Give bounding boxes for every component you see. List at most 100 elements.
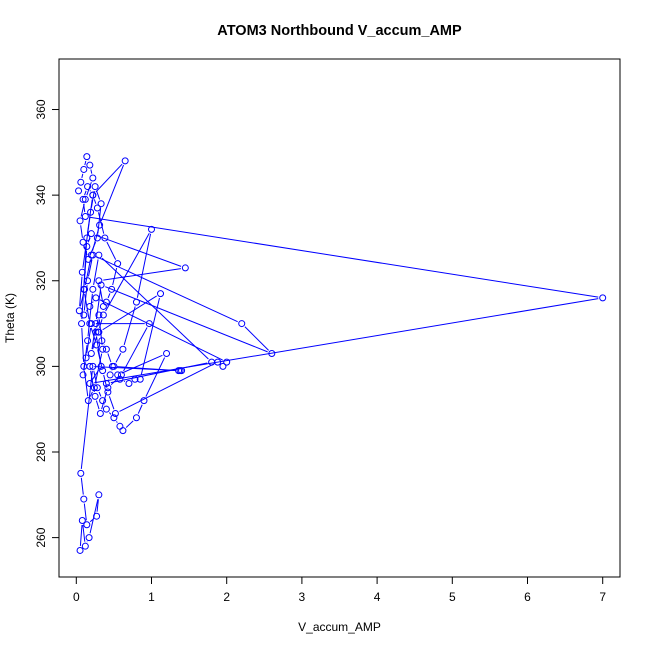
series-line-segment: [116, 421, 118, 423]
data-point: [136, 375, 144, 383]
series-line-segment: [89, 216, 599, 298]
data-point: [181, 264, 189, 272]
data-point: [77, 178, 85, 186]
data-point: [223, 358, 231, 366]
series-line-segment: [79, 524, 83, 547]
series-line-segment: [91, 369, 100, 381]
series-line-segment: [91, 327, 96, 350]
data-point: [81, 542, 89, 550]
series-line-segment: [145, 357, 166, 397]
data-point: [140, 397, 148, 405]
data-point: [89, 285, 97, 293]
data-point: [92, 328, 100, 336]
data-point: [104, 388, 112, 396]
series-line-segment: [93, 370, 97, 384]
series-line-segment: [106, 241, 117, 260]
series-line-segment: [110, 362, 208, 384]
series-line-segment: [86, 327, 92, 354]
data-point: [97, 362, 105, 370]
series-line-segment: [85, 309, 88, 312]
data-point: [208, 358, 216, 366]
data-point: [81, 195, 89, 203]
series-line-segment: [96, 256, 238, 323]
series-line-segment: [84, 160, 87, 166]
data-point: [99, 302, 107, 310]
data-point: [157, 290, 165, 298]
data-point: [108, 285, 116, 293]
data-point: [268, 350, 276, 358]
data-point: [79, 195, 87, 203]
series-line-segment: [123, 306, 136, 346]
data-point: [114, 371, 122, 379]
series-line-segment: [87, 259, 93, 277]
data-point: [145, 320, 153, 328]
data-point: [84, 397, 92, 405]
series-line-segment: [98, 391, 102, 397]
data-point: [99, 397, 107, 405]
data-point: [102, 405, 110, 413]
series-line-segment: [101, 257, 209, 360]
y-tick-label: 360: [34, 99, 48, 119]
series-line-segment: [108, 396, 115, 410]
series-line-segment: [101, 391, 108, 410]
data-point: [86, 302, 94, 310]
series-layer: [75, 153, 607, 554]
data-point: [80, 285, 88, 293]
data-point: [84, 183, 92, 191]
y-tick-label: 300: [34, 356, 48, 376]
data-point: [97, 281, 105, 289]
series-line-segment: [121, 354, 163, 374]
series-line-segment: [92, 301, 94, 304]
data-point: [83, 521, 91, 529]
x-tick-label: 6: [524, 590, 531, 604]
data-point: [78, 516, 86, 524]
data-point: [97, 200, 105, 208]
data-point: [76, 546, 84, 554]
data-point: [75, 307, 83, 315]
series-line-segment: [86, 182, 92, 196]
series-line-segment: [119, 363, 214, 412]
series-line-segment: [93, 199, 97, 204]
data-point: [175, 367, 183, 375]
data-point: [93, 384, 101, 392]
series-line-segment: [125, 420, 134, 428]
series-line-segment: [96, 190, 101, 200]
series-line-segment: [89, 391, 93, 397]
data-point: [84, 337, 92, 345]
data-point: [90, 384, 98, 392]
data-point: [87, 320, 95, 328]
data-point: [83, 243, 91, 251]
y-axis: 260 280 300 320 340 360: [34, 99, 60, 548]
data-point: [96, 409, 104, 417]
series-line-segment: [80, 370, 93, 469]
y-tick-label: 340: [34, 185, 48, 205]
x-tick-label: 2: [223, 590, 230, 604]
data-point: [93, 512, 101, 520]
data-point: [116, 375, 124, 383]
data-point: [110, 414, 118, 422]
data-point: [84, 277, 92, 285]
series-line-segment: [140, 297, 160, 375]
y-tick-label: 320: [34, 270, 48, 290]
series-line-segment: [99, 299, 223, 361]
data-point: [95, 277, 103, 285]
data-point: [121, 157, 129, 165]
series-line-segment: [244, 326, 269, 351]
data-point: [238, 320, 246, 328]
series-line-segment: [137, 404, 143, 414]
data-point: [98, 337, 106, 345]
plot-frame: [58, 58, 621, 578]
data-point: [93, 341, 101, 349]
data-point: [89, 174, 97, 182]
data-point: [99, 311, 107, 319]
x-tick-label: 5: [449, 590, 456, 604]
data-point: [119, 345, 127, 353]
data-point: [96, 221, 104, 229]
data-point: [101, 234, 109, 242]
data-point: [95, 328, 103, 336]
y-tick-label: 260: [34, 527, 48, 547]
data-point: [78, 320, 86, 328]
series-line-segment: [80, 477, 84, 495]
data-point: [87, 208, 95, 216]
series-line-segment: [105, 286, 268, 353]
